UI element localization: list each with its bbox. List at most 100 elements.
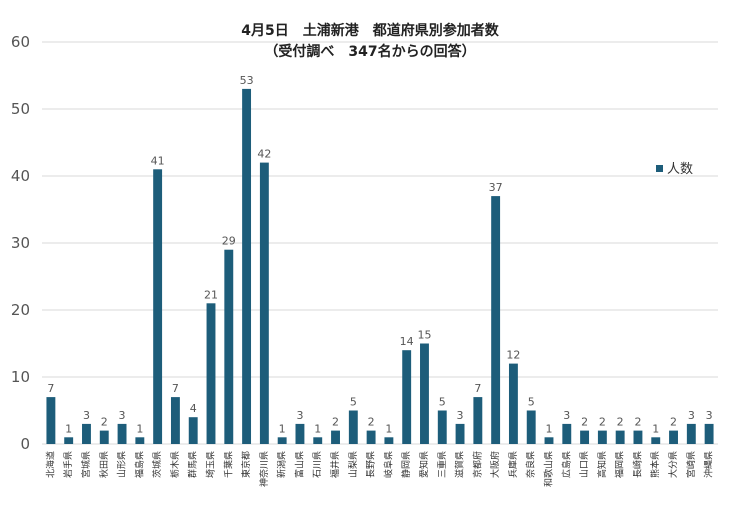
- bar: [170, 397, 180, 444]
- chart-subtitle: （受付調べ 347名からの回答）: [264, 43, 475, 60]
- bar: [669, 430, 678, 444]
- data-label: 4: [190, 402, 197, 415]
- data-label: 7: [47, 382, 54, 395]
- y-tick-label: 0: [20, 435, 30, 453]
- category-label: 滋賀県: [454, 451, 466, 478]
- data-label: 5: [439, 396, 446, 409]
- data-label: 1: [314, 422, 321, 435]
- category-label: 秋田県: [98, 451, 110, 478]
- category-label: 岐阜県: [382, 451, 394, 478]
- data-label: 3: [83, 409, 90, 422]
- category-label: 京都府: [471, 451, 483, 478]
- data-label: 21: [204, 288, 218, 301]
- bars: [46, 88, 714, 445]
- data-label: 2: [670, 416, 677, 429]
- chart-title: 4月5日 土浦新港 都道府県別参加者数: [241, 22, 499, 39]
- y-tick-label: 40: [11, 167, 30, 185]
- bar: [437, 410, 447, 444]
- bar: [651, 437, 661, 444]
- data-label: 7: [474, 382, 481, 395]
- bar: [402, 350, 412, 444]
- category-label: 和歌山県: [543, 451, 555, 487]
- category-label: 大阪府: [489, 451, 501, 478]
- y-tick-label: 20: [11, 301, 30, 319]
- bar: [277, 437, 287, 444]
- category-label: 神奈川県: [258, 451, 270, 487]
- category-label: 福岡県: [614, 451, 626, 478]
- bar: [46, 397, 56, 444]
- data-label: 53: [240, 74, 254, 87]
- category-label: 愛知県: [418, 451, 430, 478]
- legend-label: 人数: [667, 162, 693, 177]
- category-label: 福井県: [329, 451, 341, 478]
- bar: [135, 437, 145, 444]
- data-labels: 7132314174212953421312521141553737125132…: [47, 74, 712, 435]
- bar: [597, 430, 607, 444]
- bar: [206, 303, 216, 444]
- y-tick-label: 60: [11, 33, 30, 51]
- bar: [686, 423, 696, 444]
- category-label: 静岡県: [400, 451, 412, 478]
- bar: [704, 423, 714, 444]
- grid-lines: [42, 41, 718, 445]
- bar: [633, 430, 643, 444]
- bar: [82, 423, 91, 444]
- bar: [99, 430, 109, 444]
- bar: [544, 437, 554, 444]
- data-label: 42: [257, 148, 271, 161]
- bar: [508, 363, 518, 444]
- category-label: 茨城県: [151, 451, 163, 478]
- data-label: 1: [385, 422, 392, 435]
- y-tick-label: 10: [11, 368, 30, 386]
- bar: [615, 430, 625, 444]
- bar: [313, 437, 323, 444]
- bar: [153, 169, 163, 445]
- data-label: 5: [350, 396, 357, 409]
- category-label: 三重県: [436, 451, 448, 478]
- category-label: 長野県: [366, 451, 377, 478]
- data-label: 3: [563, 409, 570, 422]
- data-label: 37: [489, 181, 503, 194]
- data-label: 3: [296, 409, 303, 422]
- category-label: 埼玉県: [205, 451, 217, 478]
- data-label: 3: [688, 409, 695, 422]
- category-label: 高知県: [596, 451, 608, 478]
- bar: [366, 430, 376, 444]
- y-axis-ticks: 0 10 20 30 40 50 60: [11, 33, 30, 453]
- category-label: 山梨県: [347, 451, 359, 478]
- data-label: 5: [528, 396, 535, 409]
- category-label: 栃木県: [169, 451, 181, 478]
- data-label: 1: [546, 422, 553, 435]
- data-label: 3: [119, 409, 126, 422]
- bar: [188, 417, 198, 444]
- bar: [224, 249, 234, 444]
- category-labels: 北海道 岩手県 宮城県 秋田県 山形県 福島県 茨城県 栃木県 群馬県 埼玉県 千葉県 東京都 神奈川県…: [44, 451, 714, 487]
- category-label: 千葉県: [222, 451, 234, 478]
- category-label: 東京都: [240, 451, 252, 478]
- bar: [348, 410, 358, 444]
- data-label: 2: [599, 416, 606, 429]
- category-label: 福島県: [133, 451, 145, 478]
- bar: [259, 162, 269, 444]
- data-label: 1: [279, 422, 286, 435]
- bar: [420, 343, 429, 444]
- category-label: 沖縄県: [703, 451, 715, 478]
- data-label: 14: [400, 335, 414, 348]
- category-label: 兵庫県: [507, 451, 519, 478]
- category-label: 宮崎県: [685, 451, 697, 478]
- data-label: 2: [617, 416, 624, 429]
- y-tick-label: 50: [11, 100, 30, 118]
- legend-swatch: [656, 165, 663, 172]
- data-label: 29: [222, 235, 236, 248]
- category-label: 広島県: [560, 451, 572, 478]
- bar: [384, 437, 394, 444]
- legend: 人数: [656, 162, 693, 177]
- data-label: 41: [151, 154, 165, 167]
- category-label: 大分県: [667, 451, 679, 478]
- bar: [242, 88, 252, 445]
- category-label: 山形県: [116, 451, 128, 478]
- bar: [473, 397, 483, 444]
- data-label: 2: [368, 416, 375, 429]
- category-label: 新潟県: [276, 451, 288, 478]
